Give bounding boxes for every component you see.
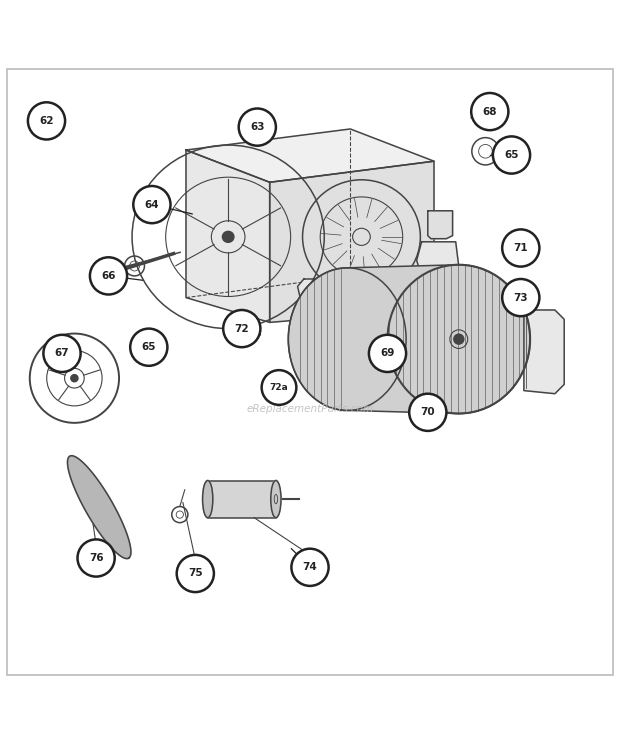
Text: 66: 66: [101, 271, 116, 281]
FancyBboxPatch shape: [208, 481, 276, 518]
Circle shape: [502, 279, 539, 316]
Text: 75: 75: [188, 568, 203, 579]
Text: 73: 73: [513, 292, 528, 303]
Polygon shape: [298, 279, 350, 347]
Polygon shape: [68, 456, 131, 559]
Circle shape: [43, 335, 81, 372]
Circle shape: [78, 539, 115, 577]
Text: 63: 63: [250, 122, 265, 132]
Text: 68: 68: [482, 106, 497, 117]
Circle shape: [28, 102, 65, 139]
Polygon shape: [417, 273, 456, 305]
Text: 65: 65: [504, 150, 519, 160]
Text: 72a: 72a: [270, 383, 288, 392]
Text: 69: 69: [380, 348, 395, 359]
Text: 65: 65: [141, 342, 156, 352]
Circle shape: [223, 310, 260, 347]
Circle shape: [409, 394, 446, 431]
Text: 74: 74: [303, 562, 317, 572]
Circle shape: [262, 370, 296, 405]
Circle shape: [133, 186, 171, 223]
Polygon shape: [417, 242, 459, 279]
Text: eReplacementParts.com: eReplacementParts.com: [246, 404, 374, 414]
Text: 76: 76: [89, 553, 104, 563]
Text: 67: 67: [55, 348, 69, 359]
Circle shape: [130, 329, 167, 366]
Circle shape: [90, 257, 127, 295]
Text: 72: 72: [234, 324, 249, 333]
Ellipse shape: [223, 231, 234, 243]
Circle shape: [291, 549, 329, 586]
Circle shape: [493, 136, 530, 173]
Text: 62: 62: [39, 116, 54, 126]
Circle shape: [471, 93, 508, 130]
Circle shape: [71, 375, 78, 382]
Polygon shape: [524, 310, 564, 394]
Polygon shape: [270, 161, 434, 322]
Text: 70: 70: [420, 407, 435, 417]
Ellipse shape: [203, 481, 213, 518]
Circle shape: [369, 335, 406, 372]
Ellipse shape: [271, 481, 281, 518]
Circle shape: [239, 109, 276, 146]
Polygon shape: [428, 211, 453, 239]
Text: 64: 64: [144, 199, 159, 210]
Circle shape: [502, 229, 539, 266]
Polygon shape: [186, 129, 434, 182]
Polygon shape: [186, 150, 270, 322]
Circle shape: [177, 555, 214, 592]
Circle shape: [454, 334, 464, 344]
Text: 71: 71: [513, 243, 528, 253]
Polygon shape: [288, 265, 530, 414]
